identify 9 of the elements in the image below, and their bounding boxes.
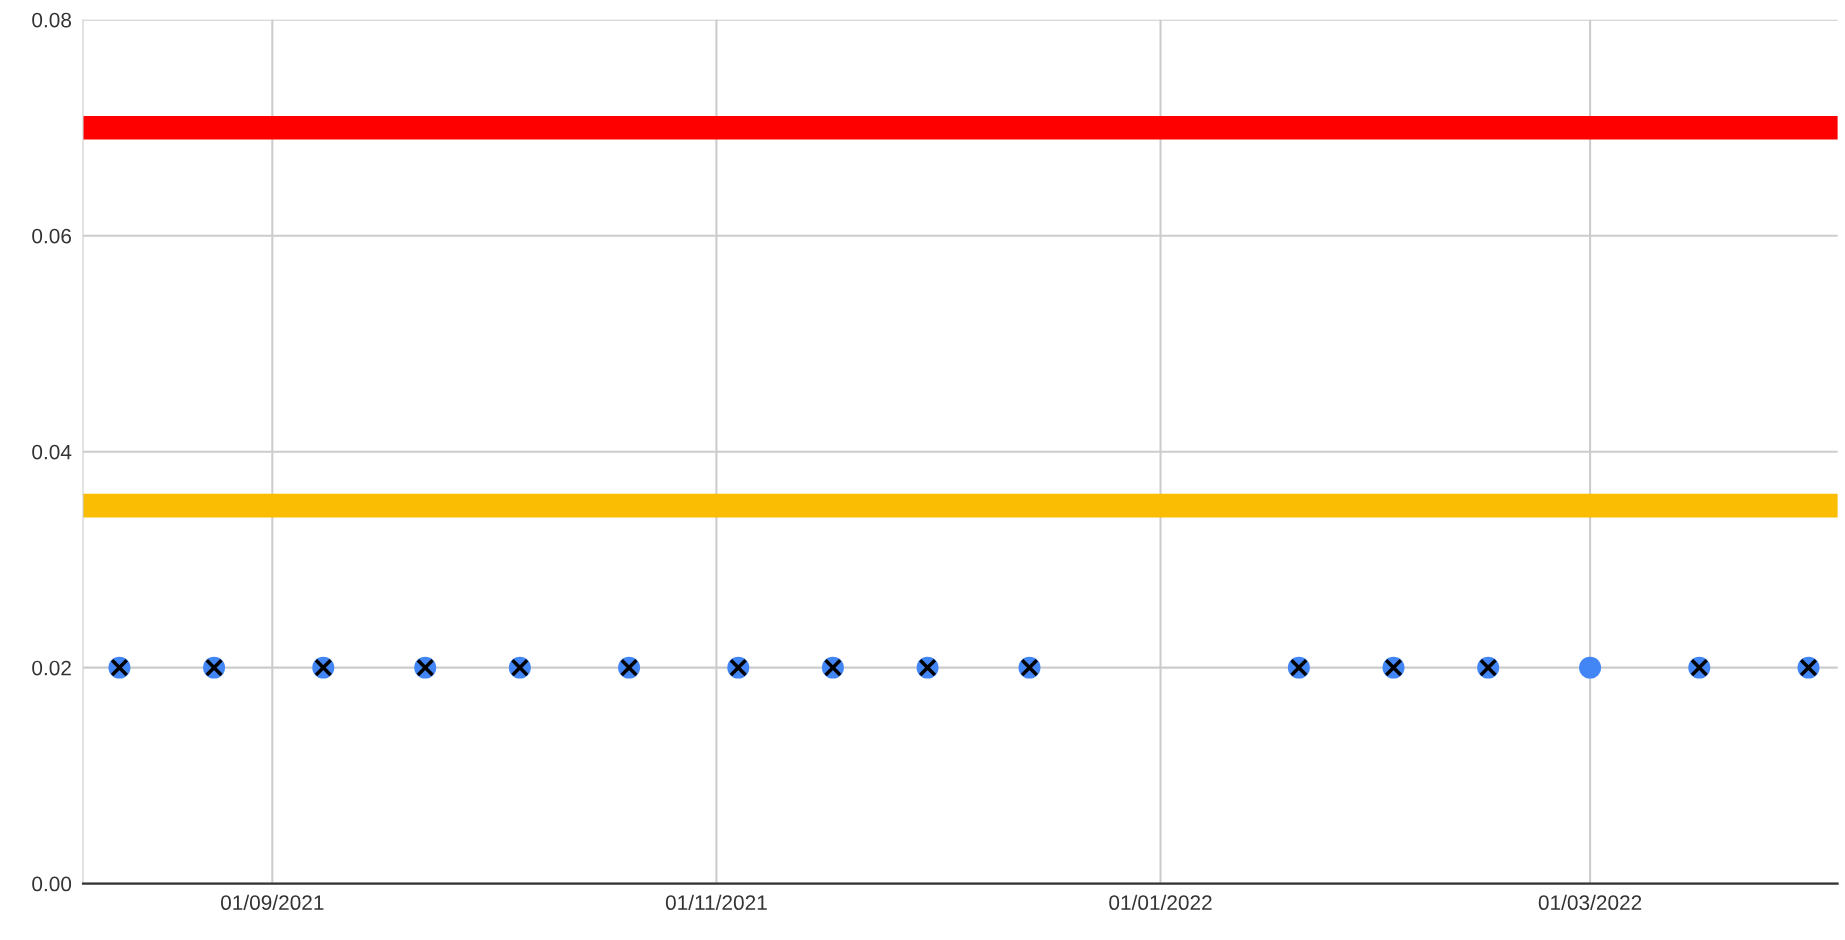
y-tick-label: 0.00 (32, 876, 72, 892)
x-tick-label: 01/09/2021 (221, 894, 324, 911)
y-tick-label: 0.02 (32, 660, 71, 676)
y-tick-label: 0.06 (32, 228, 71, 244)
x-tick-label: 01/11/2021 (665, 894, 767, 911)
y-tick-label: 0.04 (32, 444, 72, 460)
x-tick-label: 01/01/2022 (1109, 894, 1212, 911)
y-tick-label: 0.08 (32, 12, 72, 28)
x-tick-label: 01/03/2022 (1538, 894, 1642, 911)
